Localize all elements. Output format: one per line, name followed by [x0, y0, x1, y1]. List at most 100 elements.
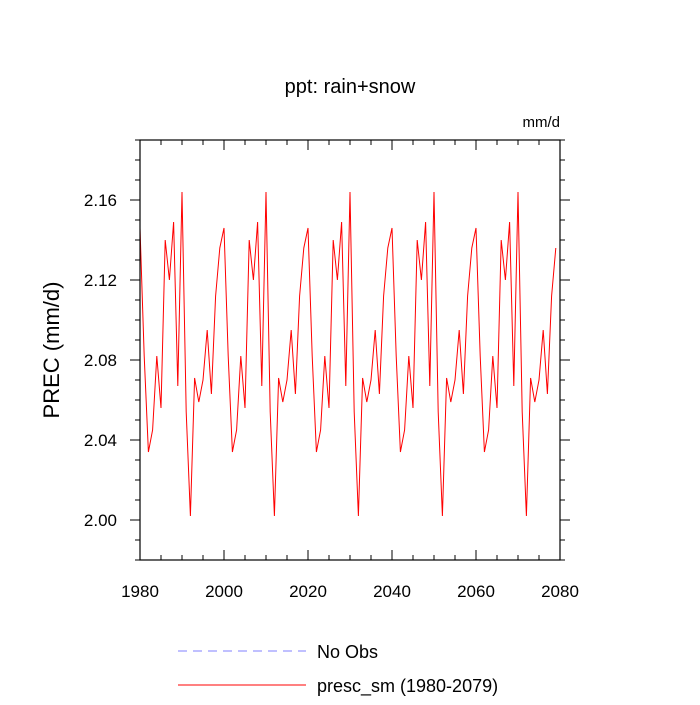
legend: No Obs presc_sm (1980-2079)	[178, 642, 498, 697]
chart-title: ppt: rain+snow	[285, 76, 416, 98]
data-point	[333, 239, 334, 240]
data-point	[215, 295, 216, 296]
data-point	[551, 295, 552, 296]
legend-label-presc-sm: presc_sm (1980-2079)	[317, 676, 498, 697]
data-point	[219, 247, 220, 248]
data-point	[190, 515, 191, 516]
data-point	[454, 379, 455, 380]
data-point	[517, 191, 518, 192]
data-point	[303, 247, 304, 248]
units-label: mm/d	[523, 114, 561, 131]
data-point	[501, 239, 502, 240]
data-point	[156, 355, 157, 356]
data-point	[249, 239, 250, 240]
data-point	[253, 279, 254, 280]
series-layer	[139, 191, 557, 517]
data-point	[324, 355, 325, 356]
y-tick-label: 2.08	[84, 351, 117, 370]
x-tick-label: 2080	[541, 582, 579, 601]
data-point	[223, 227, 224, 228]
data-point	[286, 379, 287, 380]
data-point	[370, 379, 371, 380]
y-tick-label: 2.12	[84, 271, 117, 290]
data-point	[257, 221, 258, 222]
data-point	[207, 329, 208, 330]
data-point	[408, 355, 409, 356]
data-point	[181, 191, 182, 192]
data-point	[538, 379, 539, 380]
data-point	[404, 429, 405, 430]
data-point	[307, 227, 308, 228]
data-point	[522, 411, 523, 412]
data-point	[186, 411, 187, 412]
x-tick-label: 2060	[457, 582, 495, 601]
data-point	[320, 429, 321, 430]
data-point	[194, 377, 195, 378]
legend-label-no-obs: No Obs	[317, 642, 378, 662]
data-point	[366, 401, 367, 402]
data-point	[358, 515, 359, 516]
data-point	[429, 385, 430, 386]
data-point	[282, 401, 283, 402]
data-point	[547, 393, 548, 394]
data-point	[400, 451, 401, 452]
data-point	[173, 221, 174, 222]
y-axis-ticks: 2.00 2.04 2.08 2.12 2.16	[84, 139, 570, 561]
data-point	[463, 393, 464, 394]
data-point	[555, 247, 556, 248]
data-point	[211, 393, 212, 394]
data-point	[467, 295, 468, 296]
data-point	[446, 377, 447, 378]
y-axis-label: PREC (mm/d)	[39, 282, 64, 419]
data-point	[391, 227, 392, 228]
data-point	[337, 279, 338, 280]
data-point	[433, 191, 434, 192]
data-point	[244, 407, 245, 408]
data-point	[459, 329, 460, 330]
data-point	[471, 247, 472, 248]
data-point	[530, 377, 531, 378]
y-tick-label: 2.16	[84, 191, 117, 210]
data-point	[484, 451, 485, 452]
data-point	[270, 411, 271, 412]
data-point	[534, 401, 535, 402]
data-point	[543, 329, 544, 330]
data-point	[312, 355, 313, 356]
data-point	[492, 355, 493, 356]
y-tick-label: 2.04	[84, 431, 117, 450]
data-point	[509, 221, 510, 222]
data-point	[396, 355, 397, 356]
data-point	[316, 451, 317, 452]
data-point	[383, 295, 384, 296]
data-point	[291, 329, 292, 330]
data-point	[165, 239, 166, 240]
x-tick-label: 2040	[373, 582, 411, 601]
data-point	[177, 385, 178, 386]
data-point	[505, 279, 506, 280]
data-point	[278, 377, 279, 378]
data-point	[341, 221, 342, 222]
y-tick-label: 2.00	[84, 511, 117, 530]
x-tick-label: 2020	[289, 582, 327, 601]
data-point	[265, 191, 266, 192]
data-point	[375, 329, 376, 330]
data-point	[345, 385, 346, 386]
data-point	[425, 221, 426, 222]
data-point	[274, 515, 275, 516]
data-point	[261, 385, 262, 386]
data-point	[379, 393, 380, 394]
data-point	[228, 355, 229, 356]
data-point	[387, 247, 388, 248]
data-point	[236, 429, 237, 430]
data-point	[354, 411, 355, 412]
series-line-presc-sm	[139, 191, 557, 517]
data-point	[513, 385, 514, 386]
data-point	[144, 355, 145, 356]
data-point	[475, 227, 476, 228]
data-point	[496, 407, 497, 408]
data-point	[232, 451, 233, 452]
data-point	[362, 377, 363, 378]
data-point	[328, 407, 329, 408]
data-point	[438, 411, 439, 412]
